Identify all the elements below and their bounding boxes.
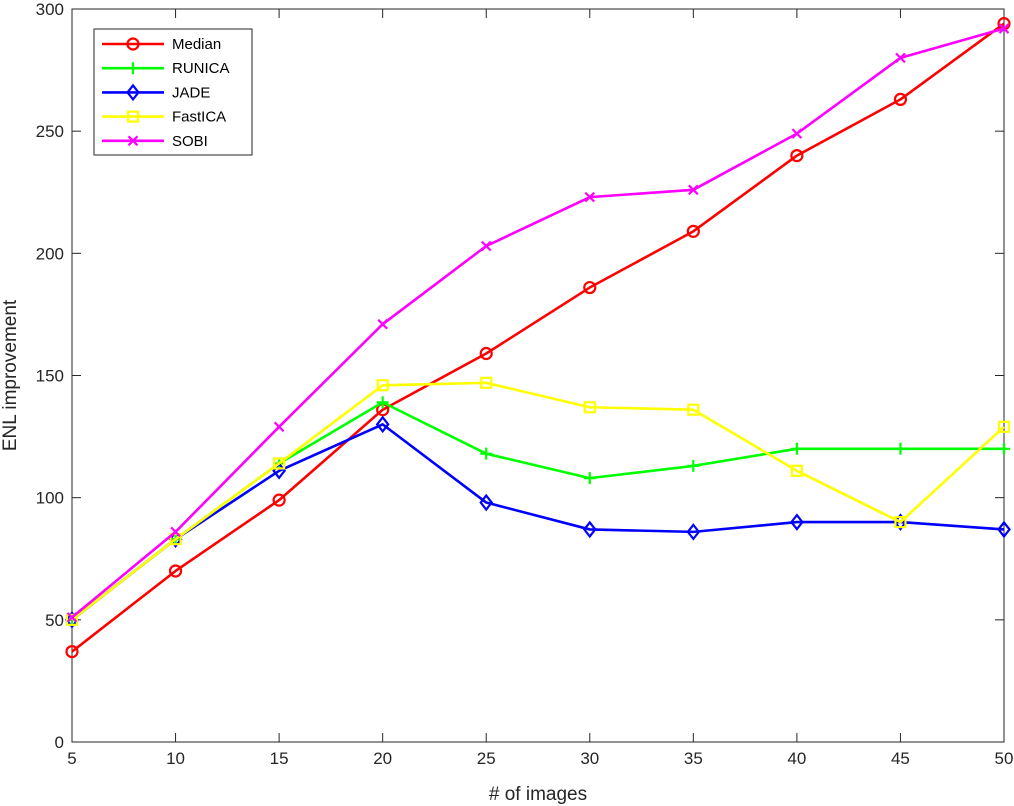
legend-item-fastica: FastICA (102, 109, 226, 126)
y-tick-label: 150 (36, 367, 64, 386)
data-point-jade (686, 523, 701, 541)
y-tick-label: 200 (36, 244, 64, 263)
data-point-sobi (895, 52, 906, 64)
data-point-median (65, 644, 79, 659)
legend-marker-sobi (127, 135, 139, 147)
data-point-runica (376, 396, 389, 409)
x-axis-label: # of images (489, 784, 587, 805)
legend-item-jade: JADE (102, 83, 210, 102)
legend-label-jade: JADE (172, 84, 210, 101)
legend-label-sobi: SOBI (172, 133, 208, 150)
y-tick-label: 250 (36, 122, 64, 141)
data-point-median (686, 224, 700, 238)
x-tick-label: 5 (67, 749, 76, 768)
data-point-sobi (584, 191, 596, 203)
data-point-sobi (170, 526, 181, 538)
legend-marker-fastica (126, 110, 140, 123)
y-axis-label: ENL improvement (0, 299, 21, 451)
y-tick-label: 100 (36, 489, 64, 508)
data-point-sobi (66, 612, 78, 623)
x-tick-label: 10 (166, 749, 185, 768)
y-tick-label: 300 (36, 0, 64, 19)
legend: Median RUNICA JADE FastICA SOBI (93, 28, 253, 156)
legend-item-sobi: SOBI (102, 133, 208, 150)
x-tick-label: 15 (270, 749, 289, 768)
series-fastica (65, 376, 1011, 626)
axes: 5 10 15 20 25 30 35 40 45 50 0 50 100 150 200 250 300 (36, 0, 1014, 768)
x-tick-label: 45 (891, 749, 910, 768)
data-point-fastica (687, 403, 700, 416)
series-median (65, 17, 1011, 659)
legend-label-runica: RUNICA (172, 60, 230, 77)
legend-item-runica: RUNICA (102, 60, 230, 77)
data-point-fastica (169, 533, 182, 546)
data-point-runica (583, 472, 596, 485)
series-line-fastica (71, 381, 1005, 621)
data-point-fastica (583, 401, 596, 414)
data-point-median (272, 493, 286, 507)
series-line-median (71, 22, 1005, 653)
x-tick-label: 35 (684, 749, 703, 768)
data-point-runica (480, 447, 493, 460)
series-layer (65, 17, 1011, 659)
x-tick-label: 25 (477, 749, 496, 768)
data-point-median (583, 280, 597, 295)
x-tick-label: 30 (580, 749, 599, 768)
legend-label-median: Median (172, 36, 221, 53)
legend-item-median: Median (102, 36, 221, 53)
data-point-fastica (790, 464, 803, 477)
data-point-fastica (376, 379, 389, 392)
y-tick-label: 50 (45, 611, 64, 630)
data-point-fastica (894, 515, 907, 529)
series-line-jade (71, 423, 1005, 621)
data-point-sobi (791, 128, 803, 139)
data-point-median (790, 149, 804, 163)
data-point-sobi (480, 240, 492, 252)
data-point-sobi (377, 318, 388, 330)
data-point-sobi (998, 23, 1010, 34)
series-sobi (66, 23, 1010, 623)
data-point-runica (998, 442, 1010, 455)
x-tick-label: 50 (995, 749, 1014, 768)
data-point-jade (997, 520, 1011, 539)
y-tick-label: 0 (55, 733, 64, 752)
data-point-runica (894, 442, 907, 455)
data-point-sobi (688, 184, 699, 196)
legend-marker-jade (126, 83, 140, 102)
data-point-fastica (997, 420, 1011, 433)
data-point-fastica (480, 376, 493, 389)
data-point-runica (790, 442, 803, 455)
data-point-jade (582, 520, 597, 539)
legend-label-fastica: FastICA (172, 109, 226, 126)
x-tick-label: 20 (373, 749, 392, 768)
data-point-median (168, 564, 183, 578)
data-point-jade (479, 493, 494, 512)
legend-marker-median (126, 37, 140, 51)
data-point-runica (687, 459, 700, 472)
data-point-jade (789, 513, 804, 531)
data-point-jade (375, 415, 390, 434)
x-tick-label: 40 (787, 749, 806, 768)
data-point-median (893, 92, 908, 107)
data-point-fastica (273, 457, 286, 470)
data-point-median (479, 346, 493, 361)
series-line-sobi (71, 27, 1005, 619)
data-point-sobi (273, 421, 285, 433)
data-point-fastica (65, 613, 79, 626)
legend-marker-runica (127, 62, 139, 75)
